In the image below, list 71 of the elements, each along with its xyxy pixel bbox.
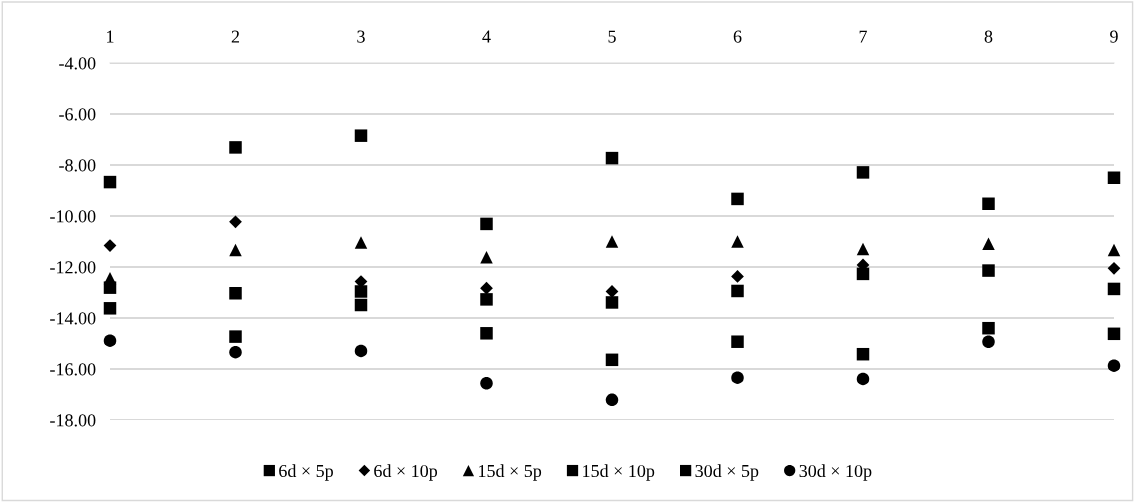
- y-tick-label: -12.00: [50, 261, 96, 274]
- point: [354, 285, 368, 298]
- point: [1107, 243, 1121, 257]
- point: [982, 237, 995, 251]
- point: [856, 242, 870, 256]
- point: [982, 264, 995, 277]
- legend-label: 6d × 10p: [374, 464, 438, 481]
- point: [229, 141, 242, 154]
- y-tick-label: -6.00: [59, 108, 96, 121]
- legend-label: 15d × 10p: [583, 464, 655, 481]
- point: [480, 251, 493, 264]
- x-tick-label: 3: [357, 30, 365, 43]
- point: [982, 197, 995, 211]
- point: [856, 347, 870, 361]
- point: [103, 334, 117, 347]
- x-tick-label: 6: [733, 30, 742, 43]
- point: [856, 267, 870, 281]
- point: [731, 235, 744, 248]
- y-tick-label: -10.00: [50, 210, 96, 223]
- point: [354, 298, 368, 312]
- point: [982, 335, 995, 348]
- y-tick-label: -8.00: [59, 159, 96, 172]
- point: [731, 270, 744, 283]
- point: [480, 281, 493, 295]
- point: [229, 243, 242, 257]
- point: [605, 235, 619, 248]
- point: [480, 327, 493, 340]
- point: [1107, 359, 1121, 372]
- point: [480, 217, 493, 231]
- x-tick-label: 2: [231, 30, 240, 43]
- point: [731, 335, 744, 348]
- x-tick-label: 7: [859, 30, 867, 43]
- point: [605, 393, 619, 407]
- point: [229, 330, 242, 343]
- point: [229, 345, 242, 359]
- point: [605, 151, 619, 165]
- point: [229, 287, 242, 300]
- legend-label: 6d × 5p: [279, 464, 333, 481]
- point: [480, 293, 493, 306]
- point: [1107, 261, 1121, 275]
- point: [103, 281, 117, 294]
- legend-label: 15d × 5p: [479, 464, 542, 481]
- point: [856, 166, 870, 179]
- point: [1107, 282, 1121, 296]
- point: [1107, 171, 1121, 184]
- legend-label: 30d × 10p: [799, 464, 872, 481]
- point: [103, 302, 117, 315]
- point: [731, 371, 744, 384]
- x-tick-label: 8: [984, 30, 993, 43]
- point: [605, 353, 619, 367]
- y-tick-label: -14.00: [50, 312, 96, 325]
- point: [354, 129, 368, 142]
- point: [982, 321, 995, 335]
- x-tick-label: 1: [107, 30, 114, 43]
- point: [354, 344, 368, 358]
- point: [480, 377, 493, 390]
- point: [731, 192, 744, 206]
- y-tick-label: -4.00: [59, 57, 96, 70]
- y-tick-label: -18.00: [50, 414, 96, 427]
- legend-label: 30d × 5p: [695, 464, 759, 481]
- x-tick-label: 9: [1110, 30, 1118, 43]
- point: [103, 175, 117, 189]
- point: [229, 215, 242, 229]
- point: [354, 236, 368, 249]
- point: [1107, 327, 1121, 341]
- point: [731, 284, 744, 298]
- point: [605, 296, 619, 309]
- x-tick-label: 4: [482, 30, 491, 43]
- point: [856, 372, 870, 386]
- y-tick-label: -16.00: [50, 363, 96, 376]
- x-tick-label: 5: [608, 30, 616, 43]
